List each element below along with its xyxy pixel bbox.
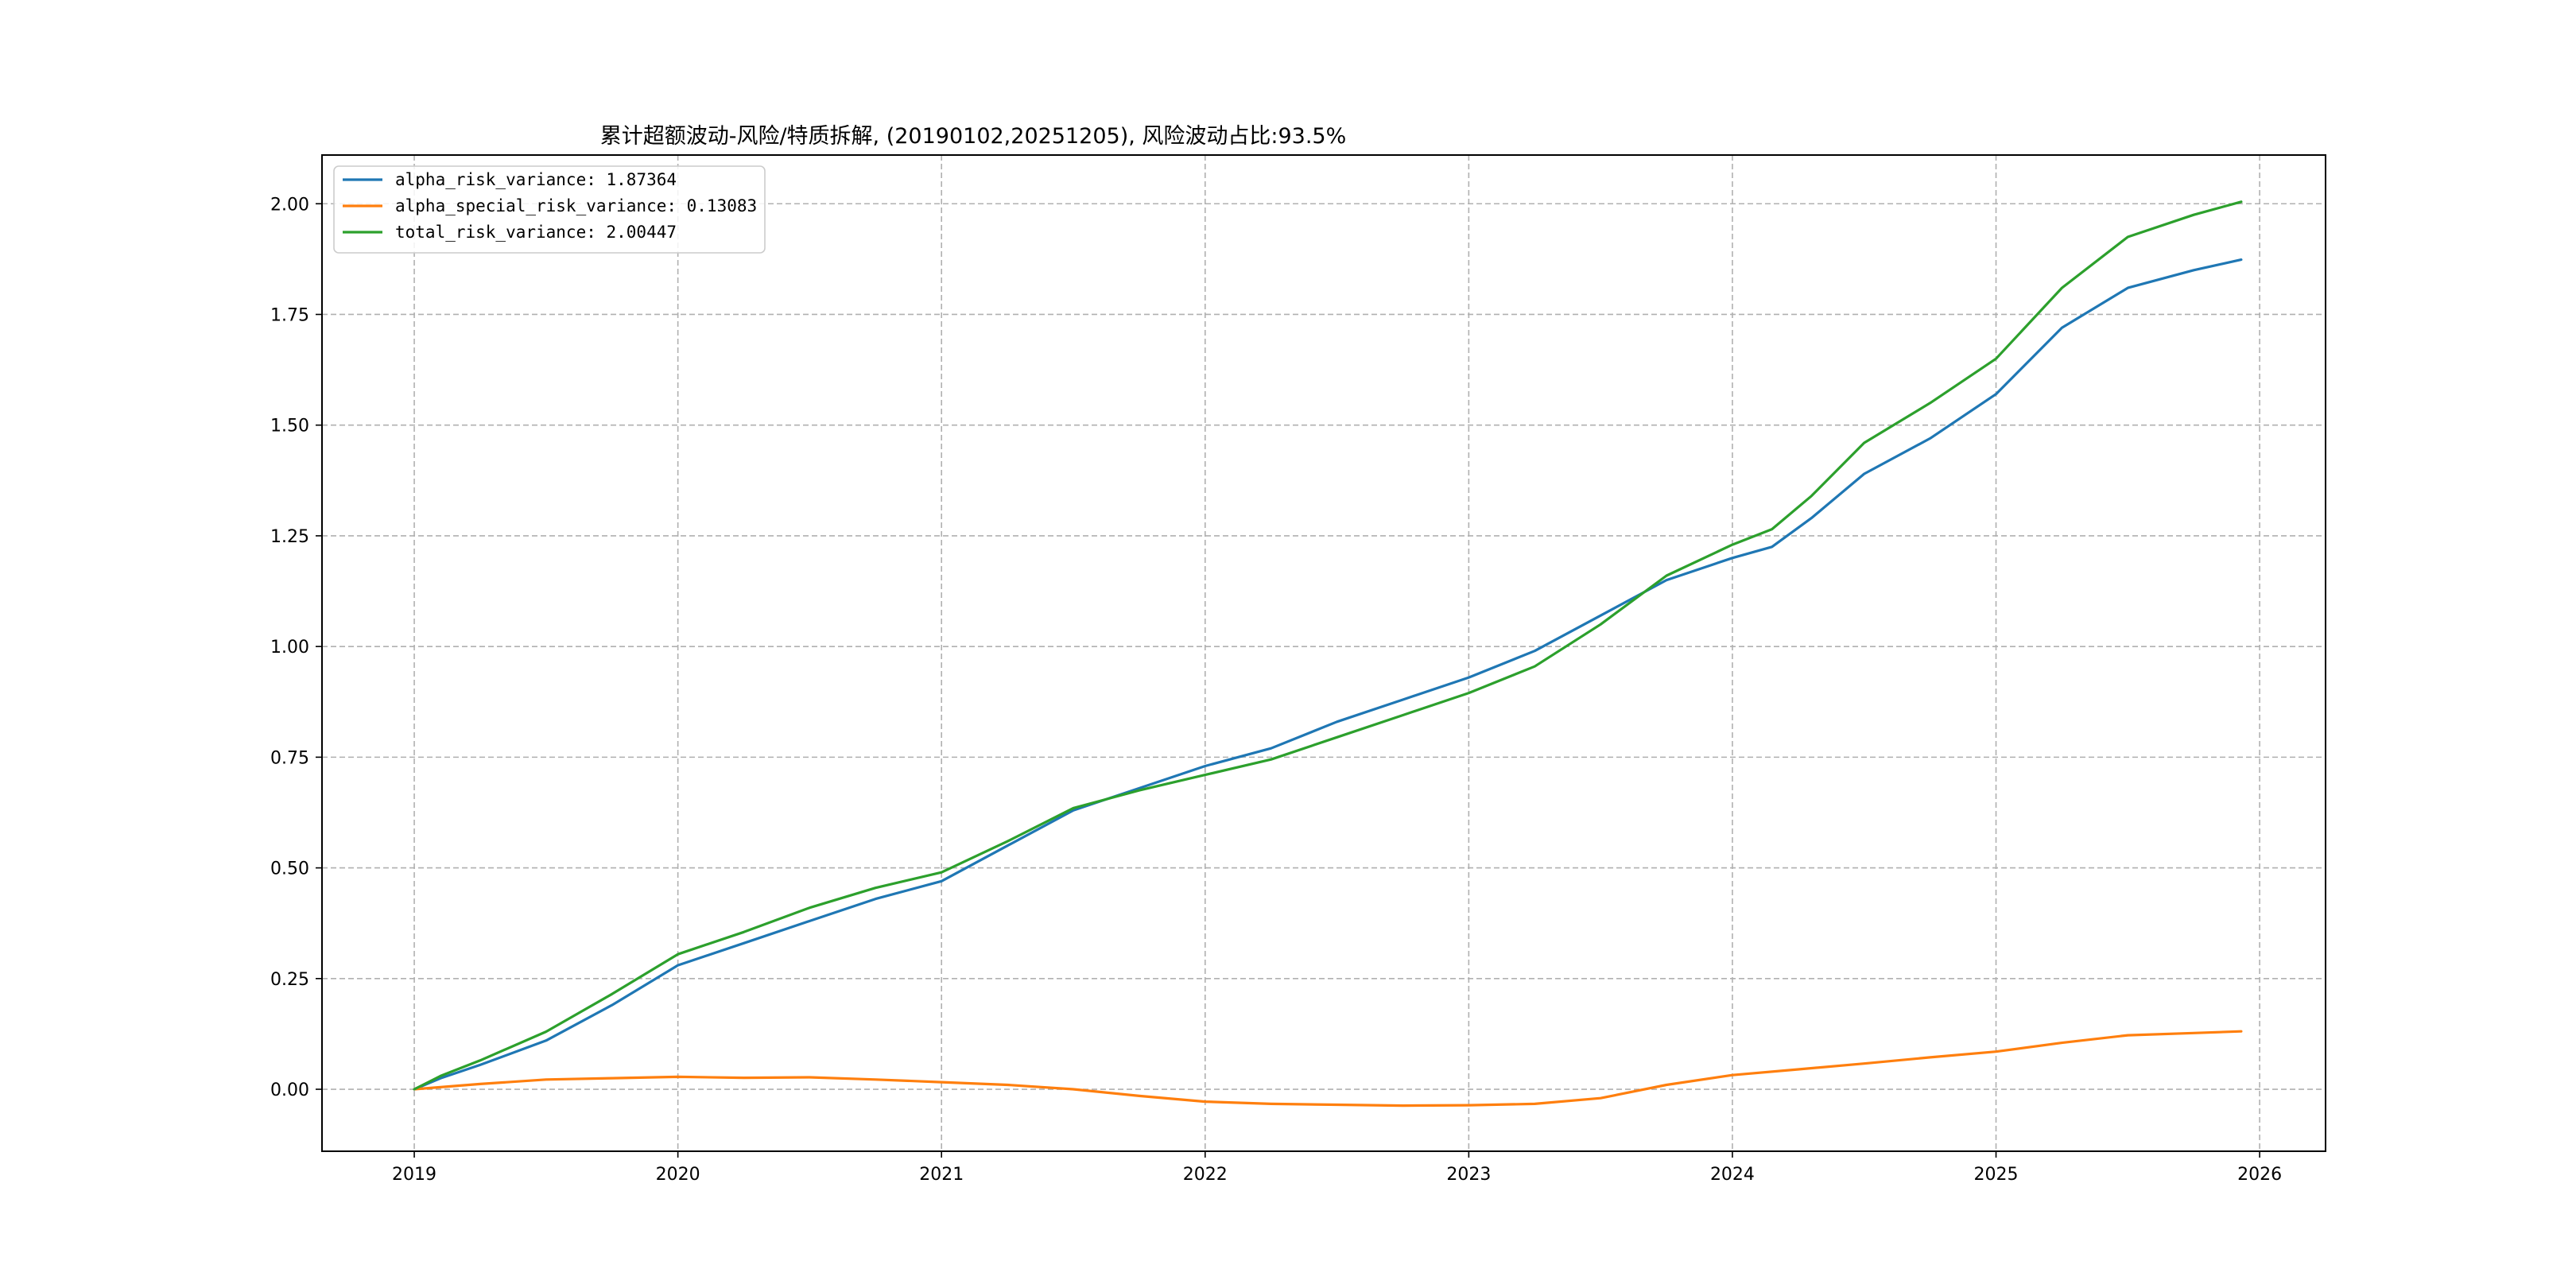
legend: alpha_risk_variance: 1.87364 alpha_specia… — [334, 166, 765, 253]
legend-label: alpha_special_risk_variance: 0.13083 — [395, 196, 757, 215]
x-tick-label: 2022 — [1183, 1165, 1228, 1185]
x-tick-label: 2023 — [1446, 1165, 1491, 1185]
y-tick-label: 1.75 — [270, 305, 309, 325]
y-tick-label: 2.00 — [270, 195, 309, 215]
y-tick-label: 1.50 — [270, 417, 309, 436]
y-tick-label: 1.25 — [270, 527, 309, 547]
y-tick-label: 0.75 — [270, 748, 309, 768]
y-tick-label: 1.00 — [270, 638, 309, 658]
x-tick-label: 2021 — [919, 1165, 964, 1185]
y-tick-label: 0.25 — [270, 970, 309, 990]
legend-label: alpha_risk_variance: 1.87364 — [395, 170, 677, 189]
x-tick-label: 2024 — [1710, 1165, 1755, 1185]
x-tick-label: 2026 — [2237, 1165, 2282, 1185]
y-tick-label: 0.50 — [270, 859, 309, 879]
y-tick-label: 0.00 — [270, 1080, 309, 1100]
x-tick-label: 2020 — [656, 1165, 700, 1185]
x-tick-label: 2025 — [1974, 1165, 2019, 1185]
chart-title: 累计超额波动-风险/特质拆解, (20190102,20251205), 风险波… — [600, 124, 1347, 149]
legend-label: total_risk_variance: 2.00447 — [395, 223, 677, 242]
x-tick-label: 2019 — [392, 1165, 436, 1185]
